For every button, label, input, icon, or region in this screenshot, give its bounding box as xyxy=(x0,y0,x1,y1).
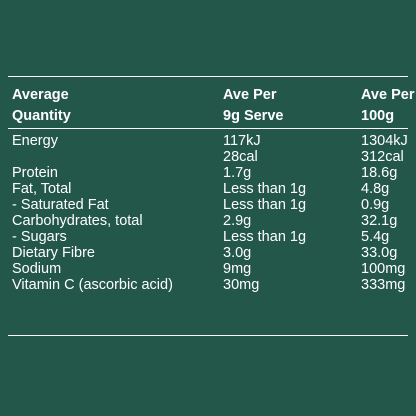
table-row: Sodium 9mg 100mg xyxy=(8,261,408,277)
row-per100-value: 1304kJ 312cal xyxy=(361,133,408,165)
row-label: Fat, Total xyxy=(12,181,72,197)
row-serve-value: Less than 1g xyxy=(223,229,307,245)
row-per100-value: 333mg xyxy=(361,277,406,293)
row-serve-value: Less than 1g xyxy=(223,181,307,197)
row-label: Protein xyxy=(12,165,58,181)
table-row: Vitamin C (ascorbic acid) 30mg 333mg xyxy=(8,277,408,293)
row-serve-value: 9mg xyxy=(223,261,252,277)
table-body: Energy 117kJ 28cal 1304kJ 312cal Protein… xyxy=(8,133,408,293)
row-serve-value: 117kJ 28cal xyxy=(223,133,261,165)
row-label: - Saturated Fat xyxy=(12,197,109,213)
table-row: Protein 1.7g 18.6g xyxy=(8,165,408,181)
row-label: Carbohydrates, total xyxy=(12,213,143,229)
table-row: - Saturated Fat Less than 1g 0.9g xyxy=(8,197,408,213)
table-row-energy: Energy 117kJ 28cal 1304kJ 312cal xyxy=(8,133,408,165)
row-per100-value: 0.9g xyxy=(361,197,390,213)
header-quantity: Average Quantity xyxy=(12,87,71,124)
row-label: Vitamin C (ascorbic acid) xyxy=(12,277,173,293)
row-per100-value: 100mg xyxy=(361,261,406,277)
row-per100-value: 33.0g xyxy=(361,245,398,261)
header-per-serve: Ave Per 9g Serve xyxy=(223,87,284,124)
table-header: Average Quantity Ave Per 9g Serve Ave Pe… xyxy=(8,85,414,129)
row-serve-value: 2.9g xyxy=(223,213,252,229)
header-per-100g: Ave Per 100g xyxy=(361,87,415,124)
row-per100-value: 4.8g xyxy=(361,181,390,197)
table-row: Carbohydrates, total 2.9g 32.1g xyxy=(8,213,408,229)
row-label: - Sugars xyxy=(12,229,67,245)
row-serve-value: Less than 1g xyxy=(223,197,307,213)
nutrition-table: Average Quantity Ave Per 9g Serve Ave Pe… xyxy=(8,76,414,336)
row-per100-value: 32.1g xyxy=(361,213,398,229)
row-label: Energy xyxy=(12,133,58,149)
header-divider xyxy=(8,128,408,129)
table-row: Dietary Fibre 3.0g 33.0g xyxy=(8,245,408,261)
table-row: Fat, Total Less than 1g 4.8g xyxy=(8,181,408,197)
row-label: Dietary Fibre xyxy=(12,245,95,261)
row-per100-value: 5.4g xyxy=(361,229,390,245)
row-serve-value: 3.0g xyxy=(223,245,252,261)
row-serve-value: 30mg xyxy=(223,277,260,293)
row-label: Sodium xyxy=(12,261,62,277)
row-per100-value: 18.6g xyxy=(361,165,398,181)
table-row: - Sugars Less than 1g 5.4g xyxy=(8,229,408,245)
row-serve-value: 1.7g xyxy=(223,165,252,181)
